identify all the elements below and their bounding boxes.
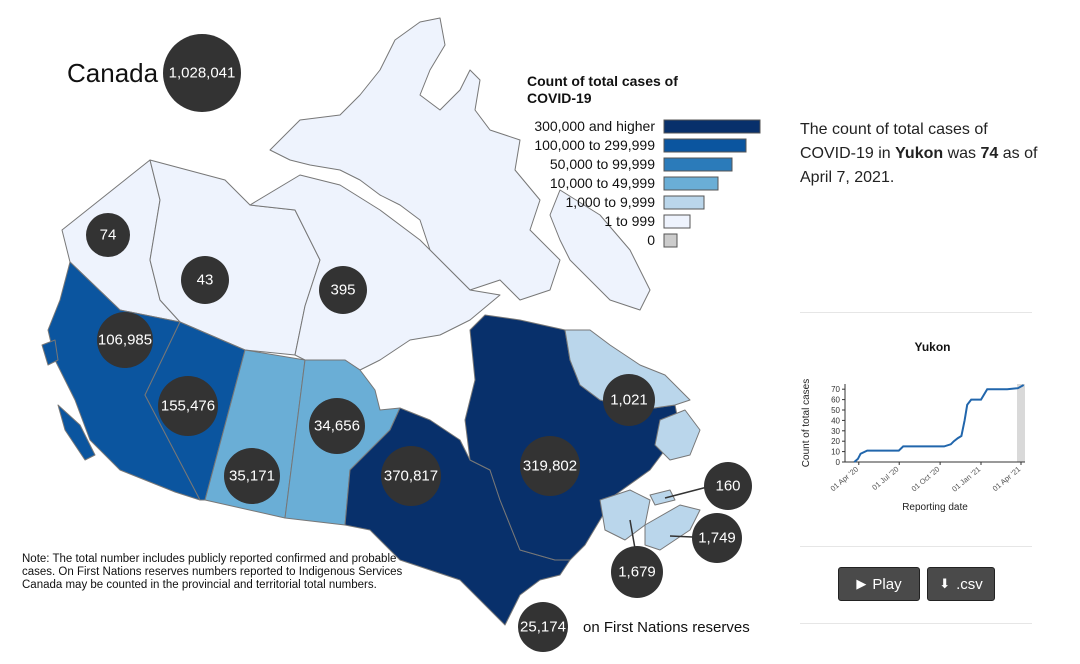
x-axis-label: Reporting date	[902, 502, 968, 513]
bubble-newfoundland-and-labrador[interactable]	[603, 374, 655, 426]
region-nb[interactable]	[599, 489, 651, 541]
region-nunavut-islands[interactable]	[269, 17, 561, 301]
bubble-nunavut[interactable]	[319, 266, 367, 314]
region-pei[interactable]	[649, 489, 676, 506]
region-nl-island[interactable]	[654, 409, 701, 461]
region-nunavut[interactable]	[249, 174, 501, 371]
x-tick-label: 01 Jan '21	[950, 465, 982, 494]
bubble-label-northwest-territories: 43	[197, 272, 214, 289]
bubble-reserves[interactable]	[518, 602, 568, 652]
reserves-label: on First Nations reserves	[583, 619, 750, 636]
region-bc-island[interactable]	[41, 339, 59, 366]
legend-swatch	[663, 157, 733, 172]
csv-label: .csv	[956, 575, 983, 593]
bubble-label-reserves: 25,174	[520, 619, 566, 636]
summary-mid: was	[943, 145, 981, 162]
canada-map: Canada 1,028,041 74 43 395 106,985 155,476 35…	[41, 17, 761, 652]
bubble-nova-scotia[interactable]	[692, 513, 742, 563]
bubble-british-columbia[interactable]	[97, 312, 153, 368]
y-tick-label: 40	[831, 416, 840, 425]
bubble-alberta[interactable]	[158, 376, 218, 436]
legend-swatch	[663, 195, 705, 210]
bubble-label-saskatchewan: 35,171	[229, 468, 275, 485]
download-csv-button[interactable]: ⬇ .csv	[927, 567, 995, 601]
bubble-new-brunswick[interactable]	[611, 546, 663, 598]
region-ns[interactable]	[644, 504, 701, 551]
y-tick-label: 70	[831, 385, 840, 394]
legend-label: 300,000 and higher	[534, 118, 655, 134]
bubble-saskatchewan[interactable]	[224, 448, 280, 504]
x-tick-label: 01 Oct '20	[910, 465, 942, 494]
legend-swatch	[663, 214, 691, 229]
legend-label: 10,000 to 49,999	[550, 175, 655, 191]
y-tick-label: 60	[831, 396, 840, 405]
play-button[interactable]: ▶ Play	[838, 567, 920, 601]
y-axis-label: Count of total cases	[801, 379, 812, 467]
summary-prefix: The count of total cases of COVID-19 in	[800, 121, 988, 162]
bubble-label-yukon: 74	[100, 227, 117, 244]
legend-title-line2: COVID-19	[527, 90, 592, 106]
play-icon: ▶	[856, 576, 867, 591]
bubble-label-prince-edward-island: 160	[715, 478, 740, 495]
legend-label: 100,000 to 299,999	[534, 137, 655, 153]
y-tick-label: 0	[836, 458, 841, 467]
bubble-label-british-columbia: 106,985	[98, 332, 152, 349]
region-vancouver-island[interactable]	[57, 404, 96, 461]
region-nl-labrador[interactable]	[564, 329, 691, 411]
bubble-label-nova-scotia: 1,749	[698, 530, 736, 547]
bubble-prince-edward-island[interactable]	[704, 462, 752, 510]
y-tick-label: 50	[831, 406, 840, 415]
legend: Count of total cases of COVID-19 300,000…	[527, 73, 761, 248]
bubble-label-nunavut: 395	[330, 282, 355, 299]
map-title: Canada	[67, 58, 159, 88]
summary-suffix: as of April 7, 2021.	[800, 145, 1038, 186]
region-baffin[interactable]	[549, 189, 651, 311]
current-date-band	[1017, 384, 1025, 462]
legend-label: 50,000 to 99,999	[550, 156, 655, 172]
bubble-ontario[interactable]	[381, 446, 441, 506]
x-tick-label: 01 Apr '20	[829, 465, 860, 493]
y-tick-label: 10	[831, 448, 840, 457]
x-tick-label: 01 Apr '21	[991, 465, 1022, 493]
arctic-islands	[269, 17, 651, 311]
download-icon: ⬇	[939, 576, 951, 591]
bubble-canada[interactable]	[163, 34, 241, 112]
legend-swatch	[663, 138, 747, 153]
bubble-label-new-brunswick: 1,679	[618, 564, 656, 581]
bubble-label-ontario: 370,817	[384, 468, 438, 485]
bubble-quebec[interactable]	[520, 436, 580, 496]
legend-label: 0	[647, 232, 655, 248]
legend-swatch	[663, 233, 678, 248]
bubble-northwest-territories[interactable]	[181, 256, 229, 304]
divider-top	[800, 312, 1032, 313]
y-tick-label: 20	[831, 437, 840, 446]
region-bubbles: 74 43 395 106,985 155,476 35,171 34,656 370,817…	[86, 213, 752, 598]
divider-bottom	[800, 623, 1032, 624]
footnote: Note: The total number includes publicly…	[22, 553, 403, 591]
legend-title-line1: Count of total cases of	[527, 73, 678, 89]
bubble-label-quebec: 319,802	[523, 458, 577, 475]
legend-label: 1,000 to 9,999	[565, 194, 655, 210]
mini-chart-title: Yukon	[914, 340, 951, 354]
series-line	[853, 384, 1025, 463]
legend-swatch	[663, 176, 719, 191]
bubble-label-newfoundland-and-labrador: 1,021	[610, 392, 648, 409]
summary-text: The count of total cases of COVID-19 in …	[800, 118, 1040, 190]
divider-middle	[800, 546, 1032, 547]
summary-count: 74	[980, 145, 999, 162]
x-tick-label: 01 Jul '20	[870, 465, 900, 492]
play-label: Play	[872, 575, 902, 593]
legend-swatch	[663, 119, 761, 134]
y-tick-label: 30	[831, 427, 840, 436]
summary-region: Yukon	[895, 145, 944, 162]
bubble-yukon[interactable]	[86, 213, 130, 257]
bubble-label-manitoba: 34,656	[314, 418, 360, 435]
bubble-manitoba[interactable]	[309, 398, 365, 454]
bubble-label-canada: 1,028,041	[169, 65, 236, 82]
legend-label: 1 to 999	[604, 213, 655, 229]
bubble-label-alberta: 155,476	[161, 398, 215, 415]
